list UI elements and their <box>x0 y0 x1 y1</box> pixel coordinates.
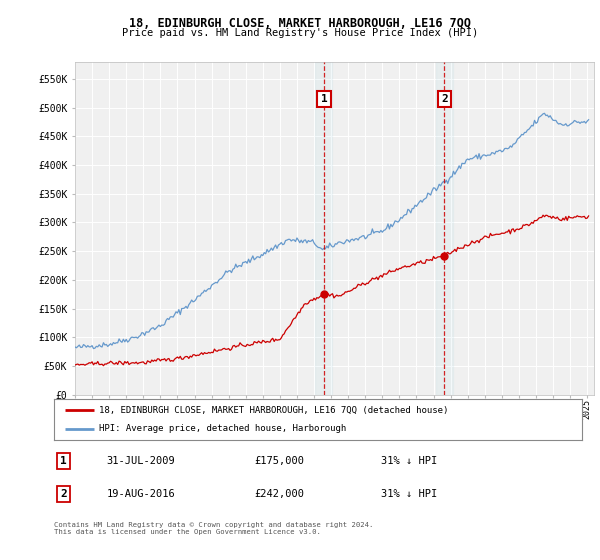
Text: 18, EDINBURGH CLOSE, MARKET HARBOROUGH, LE16 7QQ (detached house): 18, EDINBURGH CLOSE, MARKET HARBOROUGH, … <box>99 405 448 414</box>
Text: 2: 2 <box>60 489 67 499</box>
Text: £175,000: £175,000 <box>254 456 305 466</box>
Text: 31% ↓ HPI: 31% ↓ HPI <box>382 456 437 466</box>
Bar <box>316 62 332 395</box>
Text: 19-AUG-2016: 19-AUG-2016 <box>107 489 176 499</box>
Text: 31% ↓ HPI: 31% ↓ HPI <box>382 489 437 499</box>
Text: 1: 1 <box>320 94 327 104</box>
Text: HPI: Average price, detached house, Harborough: HPI: Average price, detached house, Harb… <box>99 424 346 433</box>
Text: £242,000: £242,000 <box>254 489 305 499</box>
Text: 31-JUL-2009: 31-JUL-2009 <box>107 456 176 466</box>
Text: Price paid vs. HM Land Registry's House Price Index (HPI): Price paid vs. HM Land Registry's House … <box>122 28 478 38</box>
Text: 2: 2 <box>441 94 448 104</box>
Text: 1: 1 <box>60 456 67 466</box>
Bar <box>436 62 453 395</box>
Text: 18, EDINBURGH CLOSE, MARKET HARBOROUGH, LE16 7QQ: 18, EDINBURGH CLOSE, MARKET HARBOROUGH, … <box>129 17 471 30</box>
Text: Contains HM Land Registry data © Crown copyright and database right 2024.
This d: Contains HM Land Registry data © Crown c… <box>54 522 373 535</box>
